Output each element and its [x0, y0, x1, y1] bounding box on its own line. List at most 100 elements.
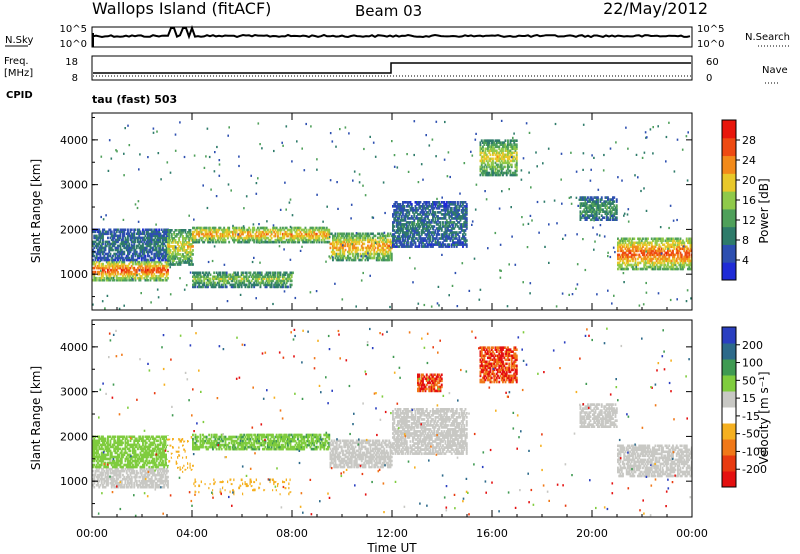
echo-cell [95, 246, 98, 250]
echo-cell [237, 238, 239, 242]
echo-cell [652, 267, 654, 271]
echo-cell [464, 243, 467, 246]
echo-cell [387, 256, 389, 260]
echo-cell [570, 196, 572, 199]
echo-cell [462, 233, 464, 236]
echo-cell [422, 221, 424, 224]
echo-cell [107, 252, 109, 256]
echo-cell [674, 259, 677, 263]
echo-cell [487, 147, 489, 151]
echo-cell [485, 159, 488, 163]
echo-cell [192, 279, 194, 283]
echo-cell [448, 217, 450, 220]
echo-cell [402, 211, 404, 214]
echo-cell [133, 246, 136, 250]
echo-cell [388, 256, 391, 260]
echo-cell [388, 246, 391, 250]
echo-cell [290, 283, 293, 287]
echo-cell [133, 234, 136, 238]
echo-cell [605, 204, 608, 207]
echo-cell [129, 274, 132, 278]
echo-cell [594, 200, 597, 203]
echo-cell [178, 253, 181, 256]
echo-cell [274, 273, 277, 277]
echo-cell [117, 244, 119, 248]
echo-cell [167, 251, 169, 254]
echo-cell [639, 261, 642, 265]
echo-cell [329, 179, 332, 182]
echo-cell [335, 248, 338, 252]
echo-cell [347, 254, 349, 258]
echo-cell [113, 234, 116, 238]
echo-cell [173, 255, 176, 258]
echo-cell [465, 239, 468, 242]
echo-cell [305, 234, 308, 238]
echo-cell [147, 272, 149, 276]
echo-cell [614, 206, 617, 209]
echo-cell [583, 204, 586, 207]
echo-cell [432, 235, 434, 238]
echo-cell [217, 230, 219, 234]
echo-cell [420, 233, 423, 236]
echo-cell [404, 213, 407, 216]
echo-cell [260, 273, 263, 277]
echo-cell [290, 234, 293, 238]
echo-cell [262, 240, 264, 244]
echo-cell [160, 274, 163, 278]
echo-cell [155, 264, 158, 268]
echo-cell [629, 241, 632, 245]
echo-cell [585, 198, 588, 201]
echo-cell [225, 230, 228, 234]
echo-cell [407, 245, 409, 248]
echo-cell [123, 260, 126, 264]
echo-cell [257, 271, 259, 275]
echo-cell [214, 277, 217, 281]
echo-cell [637, 237, 639, 241]
echo-cell [278, 275, 281, 279]
echo-cell [93, 254, 96, 258]
echo-cell [508, 155, 511, 159]
echo-cell [193, 234, 196, 238]
echo-cell [662, 243, 664, 247]
echo-cell [137, 230, 139, 234]
echo-cell [109, 228, 112, 232]
echo-cell [150, 260, 153, 264]
echo-cell [110, 260, 113, 264]
echo-cell [153, 272, 156, 276]
echo-cell [158, 256, 161, 260]
echo-cell [167, 239, 169, 242]
echo-cell [208, 226, 211, 230]
echo-cell [489, 139, 492, 142]
echo-cell [458, 241, 461, 244]
echo-cell [442, 237, 444, 240]
echo-cell [415, 231, 418, 234]
echo-cell [142, 268, 144, 272]
echo-cell [327, 232, 329, 236]
echo-cell [355, 232, 358, 235]
echo-cell [247, 236, 249, 240]
echo-cell [403, 225, 406, 228]
echo-cell [279, 281, 282, 285]
echo-cell [683, 255, 686, 259]
echo-cell [137, 238, 139, 242]
echo-cell [424, 237, 427, 240]
echo-cell [283, 275, 286, 279]
echo-cell [232, 230, 234, 234]
echo-cell [397, 211, 399, 214]
echo-cell [230, 277, 233, 281]
echo-cell [107, 256, 109, 260]
echo-cell [188, 257, 191, 260]
echo-cell [339, 252, 342, 256]
echo-cell [363, 236, 366, 240]
echo-cell [450, 203, 453, 206]
echo-cell [148, 240, 151, 244]
echo-cell [620, 237, 623, 241]
echo-cell [129, 230, 132, 234]
echo-cell [609, 210, 612, 213]
echo-cell [157, 244, 159, 248]
echo-cell [664, 247, 667, 251]
echo-cell [384, 254, 387, 258]
echo-cell [584, 212, 587, 215]
echo-cell [502, 155, 504, 159]
echo-cell [644, 249, 647, 253]
